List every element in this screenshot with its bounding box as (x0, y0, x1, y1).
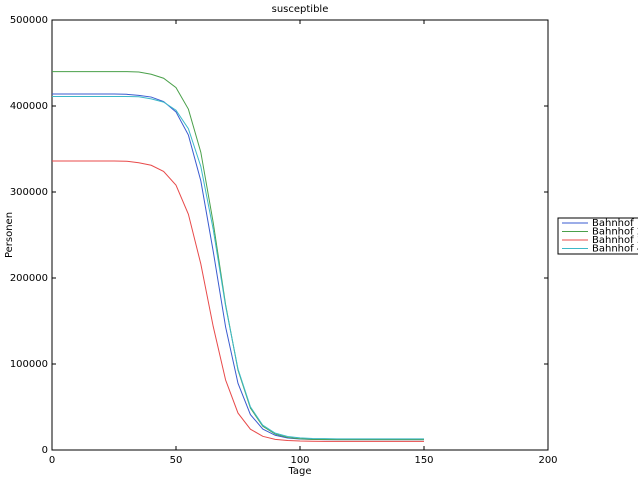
series-line (52, 160, 424, 442)
x-tick-label: 150 (414, 455, 433, 466)
legend-label: Bahnhof 2 (592, 227, 638, 238)
x-tick-label: 0 (49, 455, 55, 466)
series-line (52, 93, 424, 441)
y-tick-label: 200000 (10, 273, 48, 284)
y-tick-label: 0 (42, 445, 48, 456)
x-axis-label: Tage (287, 466, 311, 477)
legend-label: Bahnhof 3 (592, 235, 638, 246)
x-tick-label: 100 (290, 455, 309, 466)
y-tick-label: 100000 (10, 359, 48, 370)
series-line (52, 96, 424, 440)
chart-title: susceptible (272, 4, 329, 15)
y-axis-label: Personen (4, 212, 15, 258)
legend-label: Bahnhof 1 (592, 218, 638, 229)
x-tick-label: 200 (538, 455, 557, 466)
plot-frame (51, 19, 549, 451)
y-tick-label: 300000 (10, 187, 48, 198)
legend-label: Bahnhof 4 (592, 244, 638, 255)
y-tick-label: 500000 (10, 15, 48, 26)
y-tick-label: 400000 (10, 101, 48, 112)
x-tick-label: 50 (170, 455, 183, 466)
